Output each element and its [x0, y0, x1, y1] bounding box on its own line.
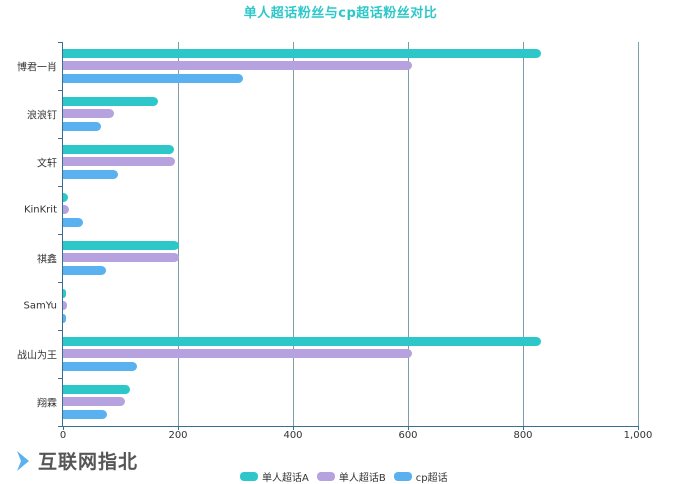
- y-tick: [58, 186, 62, 187]
- gridline: [523, 42, 524, 426]
- legend-label: cp超话: [415, 473, 448, 484]
- chevron-right-icon: [17, 450, 29, 471]
- y-category-label: 祺鑫: [37, 254, 57, 266]
- y-axis: [62, 42, 63, 427]
- bar-cp超话[interactable]: [63, 313, 66, 323]
- x-tick-label: 400: [283, 430, 303, 441]
- bar-cp超话[interactable]: [63, 73, 243, 83]
- legend-swatch: [316, 472, 335, 481]
- y-category-label: 博君一肖: [17, 62, 57, 74]
- bar-cp超话[interactable]: [63, 361, 138, 371]
- bar-单人超话B[interactable]: [63, 205, 69, 215]
- y-tick: [58, 90, 62, 91]
- gridline: [408, 42, 409, 426]
- bar-单人超话B[interactable]: [63, 157, 176, 167]
- bar-单人超话B[interactable]: [63, 349, 413, 359]
- y-tick: [58, 282, 62, 283]
- bar-cp超话[interactable]: [63, 169, 119, 179]
- bar-单人超话A[interactable]: [63, 289, 66, 298]
- x-tick: [638, 426, 639, 430]
- y-category-label: 浪浪钉: [27, 110, 57, 122]
- bar-cp超话[interactable]: [63, 121, 101, 131]
- y-tick: [58, 42, 62, 43]
- x-tick-label: 1,000: [623, 430, 653, 441]
- x-tick: [523, 426, 524, 430]
- legend-swatch: [240, 472, 258, 481]
- x-tick-label: 800: [513, 430, 533, 441]
- bar-单人超话A[interactable]: [63, 241, 180, 250]
- y-tick: [58, 426, 62, 427]
- x-tick: [293, 426, 294, 430]
- x-axis: [62, 426, 639, 427]
- legend-item[interactable]: 单人超话A: [240, 469, 309, 484]
- bar-cp超话[interactable]: [63, 409, 107, 419]
- y-category-label: 翔霖: [37, 398, 57, 410]
- x-tick-label: 600: [398, 430, 418, 441]
- bar-单人超话B[interactable]: [63, 397, 126, 407]
- legend-label: 单人超话A: [262, 473, 309, 484]
- bar-单人超话A[interactable]: [63, 337, 541, 346]
- bar-单人超话A[interactable]: [63, 193, 69, 202]
- x-tick-label: 0: [59, 430, 67, 441]
- bar-单人超话A[interactable]: [63, 385, 131, 394]
- watermark-text: 互联网指北: [38, 451, 139, 473]
- y-tick: [58, 378, 62, 379]
- x-tick-label: 200: [168, 430, 188, 441]
- y-category-label: SamYu: [23, 300, 57, 312]
- bar-单人超话A[interactable]: [63, 49, 541, 58]
- y-tick: [58, 138, 62, 139]
- y-category-label: 文轩: [37, 158, 57, 170]
- gridline: [293, 42, 294, 426]
- x-tick: [178, 426, 179, 430]
- y-category-label: KinKrit: [23, 204, 57, 216]
- legend-item[interactable]: 单人超话B: [316, 469, 386, 484]
- legend-swatch: [393, 472, 412, 481]
- y-category-label: 战山为王: [17, 350, 57, 362]
- bar-单人超话B[interactable]: [63, 109, 114, 119]
- bar-单人超话A[interactable]: [63, 97, 158, 106]
- bar-单人超话A[interactable]: [63, 145, 174, 154]
- x-tick: [63, 426, 64, 430]
- watermark: 互联网指北: [16, 447, 138, 474]
- chart-legend: 单人超话A 单人超话B cp超话: [240, 469, 456, 484]
- x-tick: [408, 426, 409, 430]
- bar-单人超话B[interactable]: [63, 61, 413, 71]
- bar-cp超话[interactable]: [63, 265, 107, 275]
- bar-cp超话[interactable]: [63, 217, 84, 227]
- legend-item[interactable]: cp超话: [393, 469, 448, 484]
- chart-title: 单人超话粉丝与cp超话粉丝对比: [243, 6, 438, 21]
- y-tick: [58, 234, 62, 235]
- gridline: [178, 42, 179, 426]
- bar-单人超话B[interactable]: [63, 253, 179, 263]
- legend-label: 单人超话B: [338, 473, 386, 484]
- bar-单人超话B[interactable]: [63, 301, 68, 311]
- gridline: [638, 42, 639, 426]
- y-tick: [58, 330, 62, 331]
